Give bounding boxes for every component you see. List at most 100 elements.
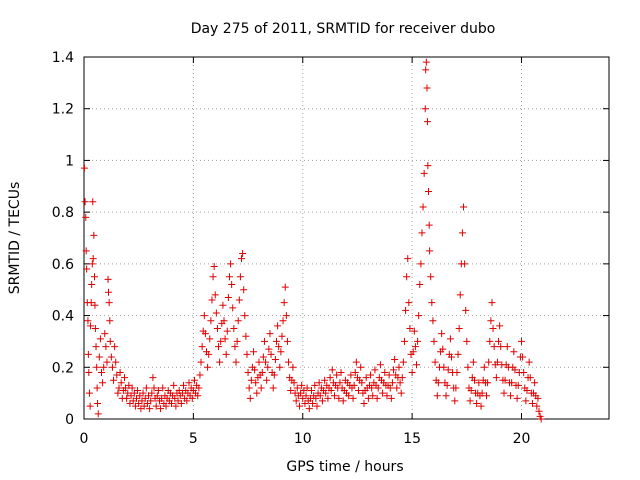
data-point bbox=[381, 368, 389, 376]
data-point bbox=[508, 379, 516, 387]
data-point bbox=[242, 332, 250, 340]
data-point bbox=[390, 366, 398, 374]
data-point bbox=[420, 169, 428, 177]
data-point bbox=[409, 348, 417, 356]
data-point bbox=[180, 381, 188, 389]
data-point bbox=[100, 363, 108, 371]
data-point bbox=[434, 379, 442, 387]
data-point bbox=[425, 221, 433, 229]
data-point bbox=[105, 299, 113, 307]
data-point bbox=[120, 374, 128, 382]
data-point bbox=[477, 402, 485, 410]
data-point bbox=[404, 255, 412, 263]
data-point bbox=[98, 368, 105, 376]
data-point bbox=[148, 389, 156, 397]
data-point bbox=[84, 350, 92, 358]
data-point bbox=[315, 379, 323, 387]
data-point bbox=[518, 337, 525, 345]
data-point bbox=[271, 356, 279, 364]
data-point bbox=[95, 353, 103, 361]
data-point bbox=[142, 384, 150, 392]
data-point bbox=[293, 384, 301, 392]
data-point bbox=[108, 363, 116, 371]
x-tick-labels: 0 5 10 15 20 bbox=[80, 431, 531, 447]
data-point bbox=[82, 213, 90, 221]
data-point bbox=[183, 397, 191, 405]
data-point bbox=[170, 381, 178, 389]
data-point bbox=[417, 260, 425, 268]
data-point bbox=[383, 392, 391, 400]
data-point bbox=[364, 394, 372, 402]
data-point bbox=[209, 273, 217, 281]
data-point bbox=[205, 350, 213, 358]
data-point bbox=[287, 387, 295, 395]
data-point bbox=[177, 399, 185, 407]
data-point bbox=[466, 397, 474, 405]
data-point bbox=[250, 348, 258, 356]
data-point bbox=[374, 384, 382, 392]
data-point bbox=[462, 306, 470, 314]
data-point bbox=[411, 343, 419, 351]
data-point bbox=[84, 317, 92, 325]
data-point bbox=[244, 368, 252, 376]
data-point bbox=[281, 283, 289, 291]
data-point bbox=[92, 343, 100, 351]
data-point bbox=[461, 260, 469, 268]
data-point bbox=[190, 376, 198, 384]
data-point bbox=[172, 402, 180, 410]
data-point bbox=[528, 399, 536, 407]
data-point bbox=[467, 387, 475, 395]
data-point bbox=[223, 327, 231, 335]
data-point bbox=[236, 273, 244, 281]
data-point bbox=[224, 293, 232, 301]
data-point bbox=[283, 337, 291, 345]
data-point bbox=[277, 348, 285, 356]
data-point bbox=[305, 405, 313, 413]
data-point bbox=[313, 402, 321, 410]
data-point bbox=[280, 299, 288, 307]
x-tick-label: 5 bbox=[189, 431, 198, 447]
data-point bbox=[87, 322, 95, 330]
y-tick-label: 0.4 bbox=[52, 309, 74, 325]
data-point bbox=[285, 358, 293, 366]
data-point bbox=[110, 376, 118, 384]
data-point bbox=[311, 381, 319, 389]
y-tick-label: 1.2 bbox=[52, 102, 74, 118]
data-point bbox=[501, 376, 509, 384]
data-point bbox=[339, 397, 347, 405]
data-point bbox=[251, 366, 259, 374]
data-point bbox=[230, 325, 238, 332]
data-point bbox=[302, 392, 310, 400]
data-point bbox=[243, 350, 251, 358]
data-point bbox=[452, 384, 460, 392]
data-point bbox=[443, 381, 451, 389]
data-point bbox=[104, 275, 112, 283]
data-point bbox=[91, 273, 98, 281]
data-point bbox=[88, 281, 96, 289]
data-point bbox=[327, 387, 335, 395]
data-point bbox=[94, 399, 102, 407]
data-point bbox=[379, 389, 387, 397]
data-point bbox=[93, 384, 101, 392]
data-point bbox=[456, 291, 464, 299]
data-point bbox=[219, 301, 227, 309]
y-axis-label: SRMTID / TECUs bbox=[7, 182, 23, 295]
x-tick-label: 15 bbox=[403, 431, 421, 447]
data-point bbox=[475, 379, 483, 387]
data-point bbox=[454, 350, 462, 358]
data-point bbox=[398, 374, 406, 382]
data-point bbox=[371, 366, 379, 374]
data-point bbox=[427, 273, 435, 281]
data-point bbox=[222, 350, 230, 358]
data-point bbox=[259, 353, 267, 361]
data-point bbox=[111, 343, 119, 351]
data-point bbox=[197, 358, 205, 366]
data-point bbox=[396, 379, 404, 387]
data-point bbox=[484, 379, 492, 387]
y-tick-label: 0 bbox=[65, 412, 74, 428]
data-point bbox=[513, 394, 521, 402]
data-point bbox=[115, 384, 123, 392]
data-point bbox=[318, 397, 326, 405]
data-point bbox=[497, 343, 505, 351]
